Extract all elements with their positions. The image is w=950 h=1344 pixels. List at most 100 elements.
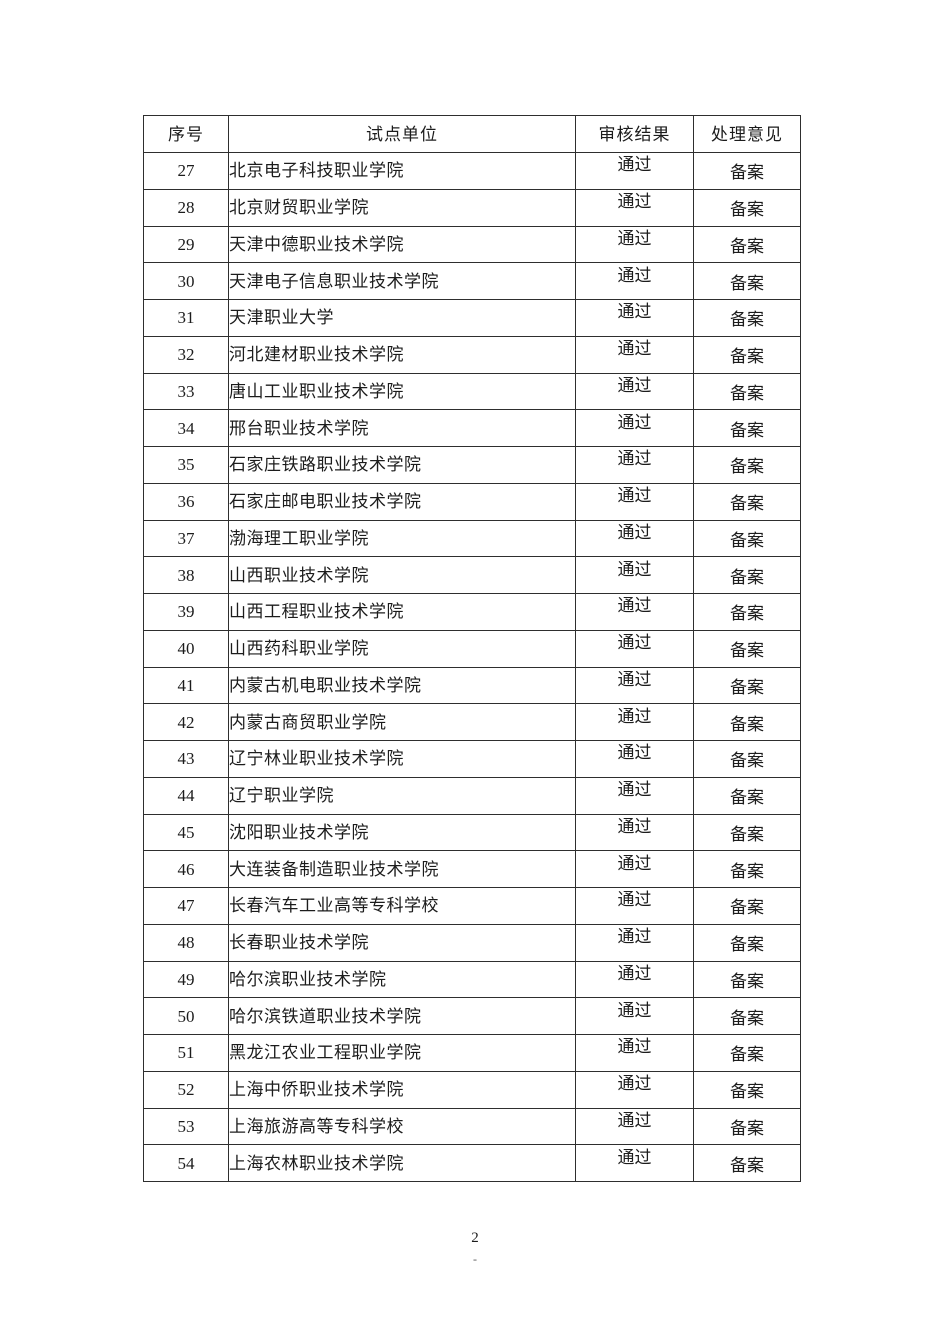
handling-opinion-cell-text: 备案	[730, 641, 764, 661]
review-result-cell-text: 通过	[617, 449, 652, 469]
pilot-unit-cell: 北京电子科技职业学院	[228, 152, 576, 190]
table-row: 32 河北建材职业技术学院 通过 备案	[143, 335, 801, 374]
table-row: 53 上海旅游高等专科学校 通过 备案	[143, 1107, 801, 1146]
row-index-cell: 51	[143, 1034, 229, 1072]
handling-opinion-cell: 备案	[693, 960, 801, 999]
review-result-cell: 通过	[575, 335, 694, 374]
review-result-cell-text: 通过	[617, 596, 652, 616]
handling-opinion-cell-text: 备案	[730, 1155, 764, 1175]
row-index-cell: 31	[143, 299, 229, 337]
review-result-cell: 通过	[575, 409, 694, 447]
table-body: 27 北京电子科技职业学院 通过 备案 28 北京财贸职业学院 通过 备案 29 天津中德职业技术…	[143, 152, 801, 1182]
review-result-cell-text: 通过	[617, 265, 652, 285]
review-result-cell: 通过	[575, 960, 694, 999]
review-result-cell-text: 通过	[617, 228, 652, 248]
review-result-cell: 通过	[575, 1144, 694, 1182]
handling-opinion-cell: 备案	[693, 556, 801, 594]
handling-opinion-cell: 备案	[693, 703, 801, 741]
review-result-cell-text: 通过	[617, 192, 652, 212]
handling-opinion-cell-text: 备案	[730, 751, 764, 771]
review-result-cell-text: 通过	[617, 743, 652, 763]
review-result-cell: 通过	[575, 372, 694, 411]
row-index-cell: 40	[143, 629, 229, 668]
review-result-cell-text: 通过	[617, 412, 652, 432]
pilot-unit-cell: 北京财贸职业学院	[228, 188, 576, 227]
row-index-cell: 39	[143, 593, 229, 631]
review-result-cell-text: 通过	[617, 963, 652, 983]
table-row: 39 山西工程职业技术学院 通过 备案	[143, 593, 801, 631]
pilot-unit-review-table: 序号 试点单位 审核结果 处理意见 27 北京电子科技职业学院 通过 备案 28 北京财贸…	[143, 115, 801, 1182]
handling-opinion-cell-text: 备案	[730, 1118, 764, 1138]
handling-opinion-cell: 备案	[693, 776, 801, 815]
handling-opinion-cell-text: 备案	[730, 567, 764, 587]
pilot-unit-cell: 山西职业技术学院	[228, 556, 576, 594]
table-row: 54 上海农林职业技术学院 通过 备案	[143, 1144, 801, 1182]
handling-opinion-cell: 备案	[693, 519, 801, 558]
pilot-unit-cell: 黑龙江农业工程职业学院	[228, 1034, 576, 1072]
review-result-cell: 通过	[575, 556, 694, 594]
row-index-cell: 42	[143, 703, 229, 741]
table-row: 45 沈阳职业技术学院 通过 备案	[143, 813, 801, 852]
table-row: 34 邢台职业技术学院 通过 备案	[143, 409, 801, 447]
table-row: 40 山西药科职业学院 通过 备案	[143, 629, 801, 668]
table-row: 48 长春职业技术学院 通过 备案	[143, 923, 801, 962]
review-result-cell-text: 通过	[617, 669, 652, 689]
pilot-unit-cell: 长春汽车工业高等专科学校	[228, 887, 576, 925]
column-header-review-result: 审核结果	[575, 115, 694, 153]
table-header: 序号 试点单位 审核结果 处理意见	[143, 115, 801, 153]
row-index-cell: 52	[143, 1070, 229, 1109]
handling-opinion-cell: 备案	[693, 1034, 801, 1072]
review-result-cell: 通过	[575, 519, 694, 558]
handling-opinion-cell: 备案	[693, 188, 801, 227]
handling-opinion-cell: 备案	[693, 850, 801, 888]
handling-opinion-cell: 备案	[693, 152, 801, 190]
review-result-cell: 通过	[575, 813, 694, 852]
handling-opinion-cell-text: 备案	[730, 383, 764, 403]
pilot-unit-cell: 唐山工业职业技术学院	[228, 372, 576, 411]
handling-opinion-cell: 备案	[693, 740, 801, 778]
handling-opinion-cell-text: 备案	[730, 1082, 764, 1102]
review-result-cell-text: 通过	[617, 890, 652, 910]
pilot-unit-cell: 长春职业技术学院	[228, 923, 576, 962]
review-result-cell-text: 通过	[617, 486, 652, 506]
review-result-cell-text: 通过	[617, 927, 652, 947]
handling-opinion-cell: 备案	[693, 1107, 801, 1146]
review-result-cell: 通过	[575, 666, 694, 705]
page-footer: 2 -	[0, 1231, 950, 1266]
row-index-cell: 43	[143, 740, 229, 778]
handling-opinion-cell-text: 备案	[730, 273, 764, 293]
pilot-unit-cell: 天津中德职业技术学院	[228, 225, 576, 264]
pilot-unit-cell: 河北建材职业技术学院	[228, 335, 576, 374]
handling-opinion-cell: 备案	[693, 335, 801, 374]
handling-opinion-cell: 备案	[693, 593, 801, 631]
pilot-unit-cell: 内蒙古机电职业技术学院	[228, 666, 576, 705]
table-row: 49 哈尔滨职业技术学院 通过 备案	[143, 960, 801, 999]
handling-opinion-cell: 备案	[693, 262, 801, 300]
pilot-unit-cell: 石家庄铁路职业技术学院	[228, 446, 576, 484]
handling-opinion-cell: 备案	[693, 813, 801, 852]
pilot-unit-cell: 邢台职业技术学院	[228, 409, 576, 447]
pilot-unit-cell: 哈尔滨铁道职业技术学院	[228, 997, 576, 1035]
handling-opinion-cell-text: 备案	[730, 494, 764, 514]
row-index-cell: 32	[143, 335, 229, 374]
pilot-unit-cell: 大连装备制造职业技术学院	[228, 850, 576, 888]
table-row: 31 天津职业大学 通过 备案	[143, 299, 801, 337]
row-index-cell: 30	[143, 262, 229, 300]
review-result-cell: 通过	[575, 887, 694, 925]
table-row: 52 上海中侨职业技术学院 通过 备案	[143, 1070, 801, 1109]
review-result-cell-text: 通过	[617, 706, 652, 726]
table-row: 46 大连装备制造职业技术学院 通过 备案	[143, 850, 801, 888]
review-result-cell: 通过	[575, 703, 694, 741]
handling-opinion-cell: 备案	[693, 1144, 801, 1182]
table-row: 43 辽宁林业职业技术学院 通过 备案	[143, 740, 801, 778]
row-index-cell: 28	[143, 188, 229, 227]
column-header-pilot-unit: 试点单位	[228, 115, 576, 153]
handling-opinion-cell-text: 备案	[730, 1045, 764, 1065]
handling-opinion-cell: 备案	[693, 482, 801, 521]
table-row: 47 长春汽车工业高等专科学校 通过 备案	[143, 887, 801, 925]
pilot-unit-cell: 石家庄邮电职业技术学院	[228, 482, 576, 521]
handling-opinion-cell-text: 备案	[730, 861, 764, 881]
review-result-cell-text: 通过	[617, 302, 652, 322]
handling-opinion-cell: 备案	[693, 887, 801, 925]
